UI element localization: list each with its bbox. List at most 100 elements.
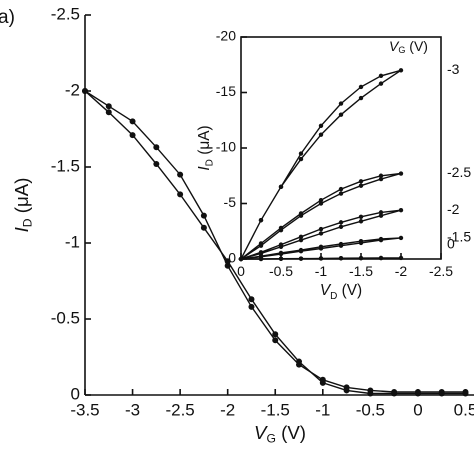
data-point xyxy=(258,217,264,223)
x-axis-label-unit: (V) xyxy=(276,422,306,443)
data-point xyxy=(248,303,255,310)
legend-title: VG (V) xyxy=(389,38,428,56)
panel-label: a) xyxy=(0,7,15,28)
data-point xyxy=(298,151,304,156)
x-tick-label: 0 xyxy=(237,263,245,279)
data-point xyxy=(414,390,421,397)
data-point xyxy=(398,255,404,261)
data-point xyxy=(343,387,350,394)
legend-title-sub: G xyxy=(398,46,405,56)
data-point xyxy=(398,235,404,241)
series-label: -1.5 xyxy=(447,229,471,245)
x-tick-label: 0 xyxy=(413,401,422,420)
x-tick-label: -2 xyxy=(395,263,408,279)
data-point xyxy=(105,103,112,110)
x-tick-label: -3 xyxy=(125,401,140,420)
data-point xyxy=(278,256,284,261)
data-point xyxy=(338,112,344,117)
data-point xyxy=(318,244,324,249)
data-point xyxy=(298,237,304,243)
x-tick-label: -1 xyxy=(315,263,328,279)
data-point xyxy=(358,214,364,220)
data-point xyxy=(278,250,284,256)
x-axis-label-sub: D xyxy=(330,290,337,301)
x-axis-label-symbol: V xyxy=(254,422,268,443)
data-point xyxy=(367,390,374,397)
x-axis-label-unit: (V) xyxy=(337,282,362,299)
data-point xyxy=(177,191,184,198)
data-point xyxy=(338,256,344,261)
data-point xyxy=(238,256,244,262)
legend-title-unit: (V) xyxy=(405,38,428,54)
data-point xyxy=(278,184,284,190)
y-axis-label-unit: (μA) xyxy=(11,178,32,219)
data-point xyxy=(298,234,304,239)
data-point xyxy=(378,255,384,261)
x-axis-label: VD (V) xyxy=(320,282,362,301)
data-point xyxy=(278,225,284,231)
data-point xyxy=(298,256,304,261)
data-point xyxy=(200,224,207,231)
data-point xyxy=(358,183,364,188)
data-point xyxy=(378,81,384,86)
data-point xyxy=(391,390,398,397)
data-point xyxy=(318,132,324,137)
series-label: -2 xyxy=(447,201,460,217)
x-tick-label: -1 xyxy=(315,401,330,420)
y-axis-label: ID (μA) xyxy=(196,125,215,170)
data-point xyxy=(338,224,344,230)
data-point xyxy=(338,220,344,225)
data-point xyxy=(358,84,364,90)
y-tick-label: -15 xyxy=(216,83,236,99)
data-point xyxy=(298,247,304,253)
data-point xyxy=(153,160,160,167)
x-tick-label: 0.5 xyxy=(454,401,474,420)
x-axis-label: VG (V) xyxy=(254,422,306,446)
y-tick-label: 0 xyxy=(228,250,236,266)
data-point xyxy=(272,337,279,344)
data-point xyxy=(318,123,324,128)
y-tick-label: -1 xyxy=(65,232,80,251)
data-point xyxy=(338,191,344,196)
y-tick-label: -0.5 xyxy=(51,308,80,327)
data-point xyxy=(278,242,284,247)
x-tick-label: -2.5 xyxy=(429,263,453,279)
data-point xyxy=(338,186,344,192)
series-label: -2.5 xyxy=(447,164,471,180)
data-point xyxy=(438,390,445,397)
y-tick-label: -20 xyxy=(216,28,236,44)
data-point xyxy=(258,241,264,246)
series-label: 0 xyxy=(447,236,455,252)
data-point xyxy=(378,236,384,242)
data-point xyxy=(129,118,136,125)
y-tick-label: -5 xyxy=(224,194,237,210)
data-point xyxy=(82,88,88,94)
data-point xyxy=(358,179,364,184)
data-point xyxy=(398,171,404,176)
data-point xyxy=(258,250,264,255)
data-point xyxy=(258,256,264,262)
x-tick-label: -1.5 xyxy=(261,401,290,420)
y-axis-label-symbol: I xyxy=(196,166,213,171)
data-point xyxy=(272,331,279,338)
data-point xyxy=(358,239,364,244)
data-point xyxy=(378,176,384,182)
data-point xyxy=(318,226,324,232)
data-point xyxy=(105,109,112,116)
data-point xyxy=(318,256,324,261)
data-point xyxy=(224,258,231,265)
data-point xyxy=(153,144,160,151)
x-axis-label-symbol: V xyxy=(320,282,332,299)
data-point xyxy=(462,390,469,397)
data-point xyxy=(177,171,184,178)
x-tick-label: -1.5 xyxy=(349,263,373,279)
data-point xyxy=(129,132,136,139)
y-tick-label: 0 xyxy=(71,384,80,403)
x-tick-label: -0.5 xyxy=(356,401,385,420)
data-point xyxy=(378,173,384,178)
y-tick-label: -10 xyxy=(216,139,236,155)
data-point xyxy=(378,73,384,79)
data-point xyxy=(248,296,255,303)
y-axis-label-symbol: I xyxy=(11,227,32,232)
